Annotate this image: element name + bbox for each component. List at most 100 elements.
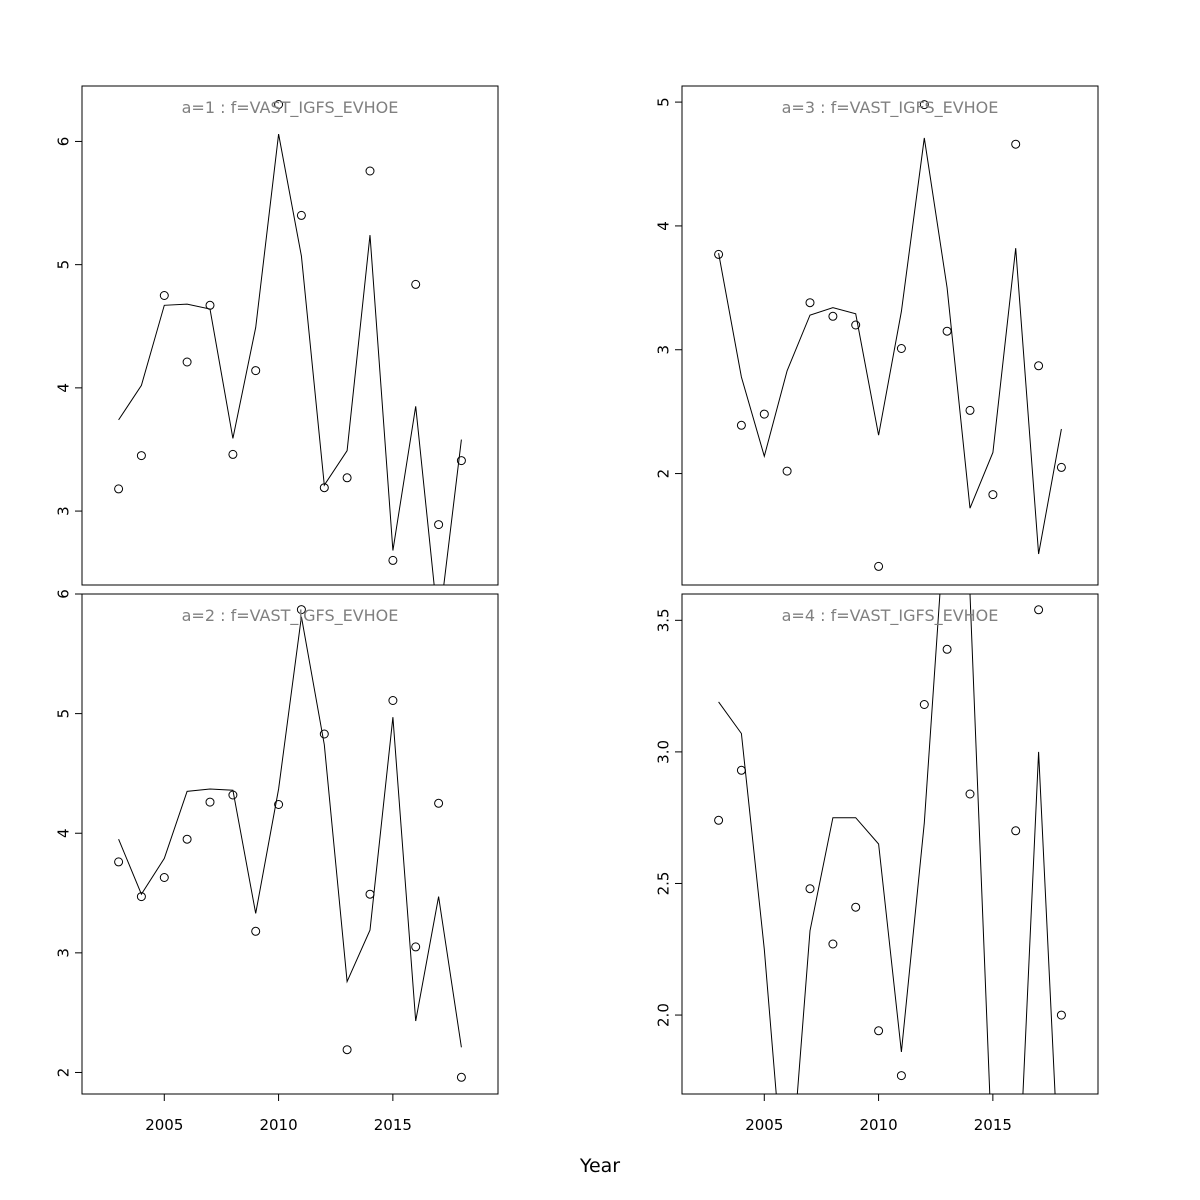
y-tick-label: 6 [55,137,73,147]
data-point [388,555,398,565]
data-point [319,729,329,739]
data-point [919,700,929,709]
data-point [965,405,975,415]
data-point [159,873,169,882]
data-point [714,815,724,825]
data-point [782,466,792,476]
data-point [365,166,375,176]
y-tick-label: 2 [655,469,673,479]
data-point [114,857,124,867]
plot-area [714,100,1066,571]
panel-title: a=1 : f=VAST_IGFS_EVHOE [182,98,399,118]
data-point [434,798,444,808]
fitted-line [118,134,462,585]
data-point [1011,139,1021,149]
panel-title: a=2 : f=VAST_IGFS_EVHOE [182,606,399,626]
data-point [805,884,815,894]
y-tick-label: 5 [655,97,673,107]
data-point [760,1195,768,1200]
data-point [251,366,261,376]
data-point [114,484,124,494]
panel-title: a=4 : f=VAST_IGFS_EVHOE [782,606,999,626]
data-point [988,490,998,500]
panel-4: 2.0 2.5 3.0 3.5 2005 2010 2015 a=4 : f=VAST_IGF… [655,593,1099,1200]
fitted-line [118,616,462,1048]
data-point [942,644,952,654]
data-point [296,210,306,220]
panel-2: 2 3 4 5 a=3 : f=VAST_IGFS_EVHOE [655,85,1099,586]
data-point [896,344,906,353]
data-point [1056,462,1066,472]
data-point [736,420,746,430]
y-tick-label: 2.5 [655,872,673,896]
y-tick-label: 5 [55,709,73,719]
x-tick-label: 2015 [374,1116,412,1134]
y-tick-label: 3.5 [655,608,673,632]
data-point [851,902,861,912]
x-tick-label: 2005 [145,1116,183,1134]
x-axis-label: Year [579,1155,621,1177]
data-point [342,473,352,483]
y-tick-label: 4 [655,221,673,231]
plot-frame [681,85,1099,586]
data-point [411,279,421,289]
data-point [783,1195,791,1200]
data-point [365,889,375,899]
data-point [274,800,284,809]
y-tick-label: 4 [55,828,73,838]
y-tick-label: 5 [55,260,73,270]
data-point [456,456,466,466]
data-point [965,789,975,799]
y-tick-label: 3 [55,506,73,516]
y-tick-label: 2 [55,1068,73,1078]
x-tick-label: 2005 [745,1116,783,1134]
y-tick-label: 6 [55,589,73,599]
y-tick-label: 3 [55,948,73,958]
data-point [1034,605,1044,615]
y-tick-label: 3.0 [655,740,673,764]
y-tick-label: 3 [655,345,673,355]
data-point [736,765,746,775]
data-point [411,942,421,952]
fitted-line [718,137,1062,555]
data-point [182,834,192,844]
plot-area [114,100,466,585]
data-point [136,451,146,461]
data-point [714,249,724,259]
data-point [388,696,398,705]
data-point [136,892,146,902]
data-point [1034,361,1044,371]
data-point [205,797,215,807]
x-tick-label: 2010 [259,1116,297,1134]
plot-frame [81,85,499,586]
data-point [896,1071,906,1081]
data-point [851,320,861,330]
data-point [805,298,815,308]
data-point [434,520,444,530]
x-tick-label: 2010 [859,1116,897,1134]
panel-3: 2 3 4 5 6 2005 2010 2015 a=2 : f=VAST_IGFS_EVHOE [55,589,499,1134]
data-point [942,326,952,336]
data-point [1056,1010,1066,1020]
fitted-line [718,594,1056,1094]
data-point [274,100,284,109]
plot-frame [681,593,1099,1095]
plot-area [114,605,466,1082]
data-point [251,926,261,936]
panel-title: a=3 : f=VAST_IGFS_EVHOE [782,98,999,118]
data-point [759,409,769,419]
plot-frame [81,593,499,1095]
data-point [828,939,838,949]
x-tick-label: 2015 [974,1116,1012,1134]
data-point [989,1195,997,1200]
data-point [919,100,929,110]
data-point [182,357,192,367]
data-point [159,291,169,300]
data-point [456,1072,466,1082]
data-point [874,561,884,571]
data-point [874,1026,884,1036]
panel-1: 3 4 5 6 a=1 : f=VAST_IGFS_EVHOE [55,85,499,586]
data-point [296,605,306,615]
plot-area [714,594,1066,1200]
